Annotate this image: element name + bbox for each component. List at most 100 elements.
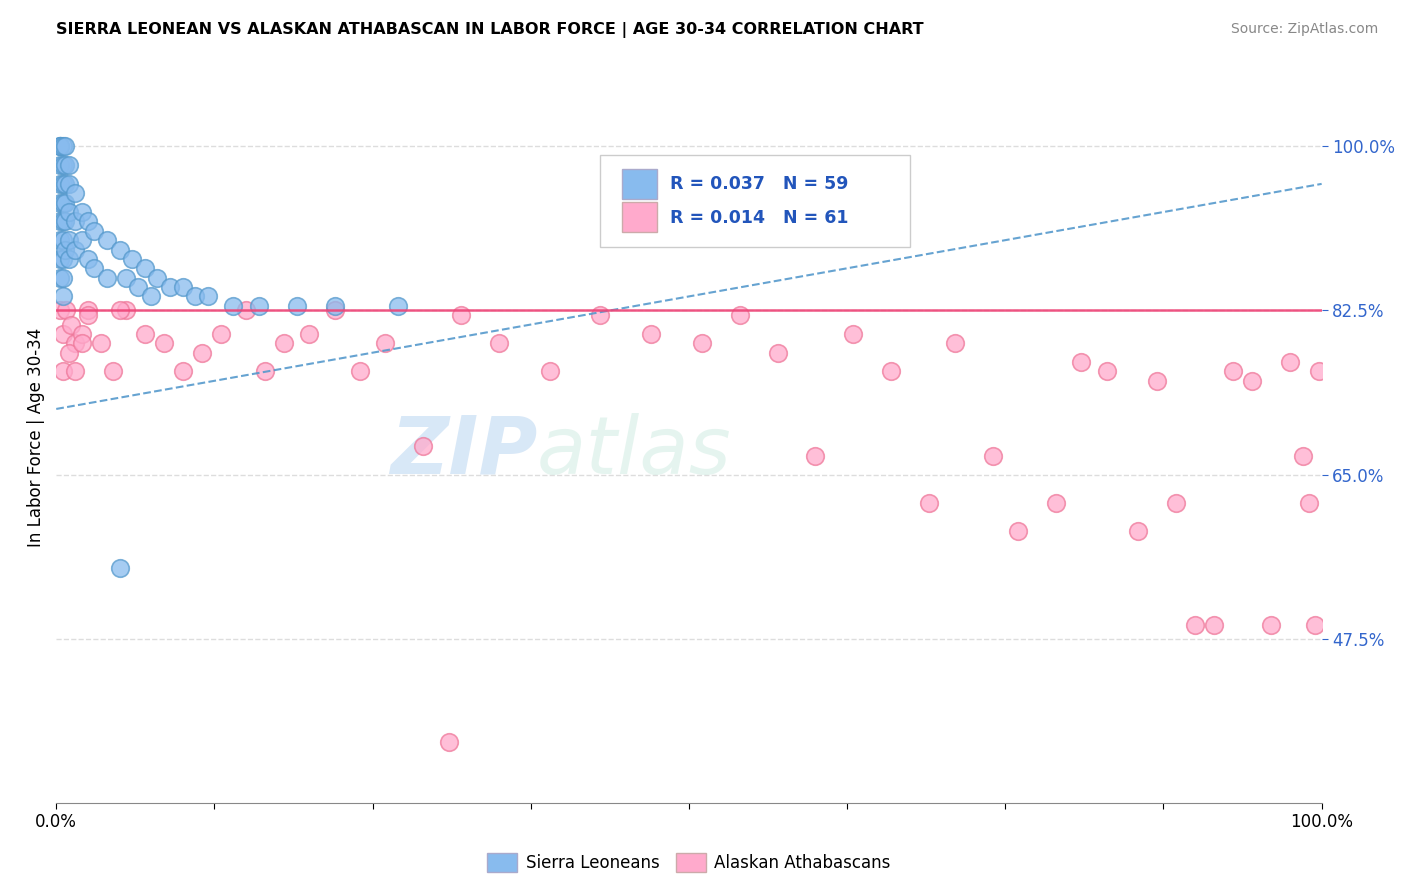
Point bbox=[209, 326, 232, 341]
Point bbox=[58, 177, 80, 191]
Point bbox=[128, 280, 150, 294]
Point bbox=[58, 252, 80, 266]
Point bbox=[273, 336, 295, 351]
Point bbox=[76, 308, 98, 322]
Point bbox=[52, 364, 75, 378]
Point bbox=[49, 233, 72, 247]
Point bbox=[1292, 449, 1315, 463]
Text: atlas: atlas bbox=[537, 413, 733, 491]
Point bbox=[488, 336, 510, 351]
Point bbox=[96, 270, 118, 285]
Point bbox=[52, 139, 75, 153]
Point bbox=[49, 177, 72, 191]
Point bbox=[70, 205, 93, 219]
Point bbox=[153, 336, 174, 351]
Point bbox=[49, 139, 72, 153]
Point bbox=[804, 449, 827, 463]
Point bbox=[52, 270, 75, 285]
Point bbox=[49, 214, 72, 228]
Point bbox=[1095, 364, 1118, 378]
Point bbox=[640, 326, 662, 341]
Point bbox=[172, 364, 194, 378]
Legend: Sierra Leoneans, Alaskan Athabascans: Sierra Leoneans, Alaskan Athabascans bbox=[481, 846, 897, 879]
Point bbox=[53, 195, 76, 210]
Point bbox=[323, 299, 346, 313]
Point bbox=[1279, 355, 1302, 369]
Point bbox=[65, 186, 87, 201]
Point bbox=[52, 195, 75, 210]
Point bbox=[65, 364, 87, 378]
Point bbox=[1241, 374, 1264, 388]
Point bbox=[90, 336, 112, 351]
Point bbox=[49, 139, 72, 153]
Point bbox=[184, 289, 207, 303]
Point bbox=[1260, 617, 1282, 632]
Point bbox=[49, 195, 72, 210]
Point bbox=[70, 336, 93, 351]
Text: R = 0.037   N = 59: R = 0.037 N = 59 bbox=[671, 175, 848, 193]
Point bbox=[53, 158, 76, 172]
Point bbox=[538, 364, 561, 378]
Point bbox=[1007, 524, 1029, 538]
Point bbox=[1305, 617, 1327, 632]
Point bbox=[53, 214, 76, 228]
Point bbox=[285, 299, 308, 313]
FancyBboxPatch shape bbox=[600, 155, 911, 247]
Point bbox=[134, 326, 156, 341]
Point bbox=[437, 735, 460, 749]
Point bbox=[103, 364, 124, 378]
Point bbox=[115, 303, 138, 318]
Point bbox=[108, 243, 131, 257]
Point bbox=[172, 280, 194, 294]
Point bbox=[96, 233, 118, 247]
Point bbox=[53, 177, 76, 191]
Point bbox=[52, 252, 75, 266]
Point bbox=[1128, 524, 1150, 538]
FancyBboxPatch shape bbox=[621, 169, 658, 200]
Point bbox=[58, 205, 80, 219]
Point bbox=[52, 158, 75, 172]
Text: ZIP: ZIP bbox=[389, 413, 537, 491]
Point bbox=[1308, 364, 1330, 378]
Text: SIERRA LEONEAN VS ALASKAN ATHABASCAN IN LABOR FORCE | AGE 30-34 CORRELATION CHAR: SIERRA LEONEAN VS ALASKAN ATHABASCAN IN … bbox=[56, 22, 924, 38]
Point bbox=[728, 308, 751, 322]
Point bbox=[58, 233, 80, 247]
Point bbox=[1045, 496, 1067, 510]
Point bbox=[766, 345, 789, 359]
Point bbox=[253, 364, 276, 378]
Point bbox=[83, 261, 105, 276]
Point bbox=[1146, 374, 1168, 388]
Point bbox=[918, 496, 941, 510]
Point bbox=[49, 303, 72, 318]
Point bbox=[943, 336, 966, 351]
Point bbox=[76, 303, 98, 318]
Point bbox=[49, 139, 72, 153]
Point bbox=[1222, 364, 1244, 378]
Point bbox=[191, 345, 214, 359]
Point bbox=[298, 326, 321, 341]
Point bbox=[52, 177, 75, 191]
Point bbox=[1070, 355, 1092, 369]
Point bbox=[146, 270, 169, 285]
Point bbox=[981, 449, 1004, 463]
Point bbox=[52, 289, 75, 303]
Point bbox=[52, 214, 75, 228]
Point bbox=[589, 308, 612, 322]
Point bbox=[842, 326, 865, 341]
Point bbox=[222, 299, 245, 313]
Y-axis label: In Labor Force | Age 30-34: In Labor Force | Age 30-34 bbox=[27, 327, 45, 547]
Point bbox=[76, 214, 98, 228]
Point bbox=[115, 270, 138, 285]
Point bbox=[76, 252, 98, 266]
Point bbox=[1166, 496, 1188, 510]
Point bbox=[235, 303, 257, 318]
Point bbox=[197, 289, 219, 303]
Point bbox=[65, 214, 87, 228]
Point bbox=[53, 139, 76, 153]
Point bbox=[65, 336, 87, 351]
Point bbox=[450, 308, 472, 322]
Point bbox=[108, 303, 131, 318]
FancyBboxPatch shape bbox=[621, 202, 658, 232]
Point bbox=[1298, 496, 1320, 510]
Point bbox=[134, 261, 156, 276]
